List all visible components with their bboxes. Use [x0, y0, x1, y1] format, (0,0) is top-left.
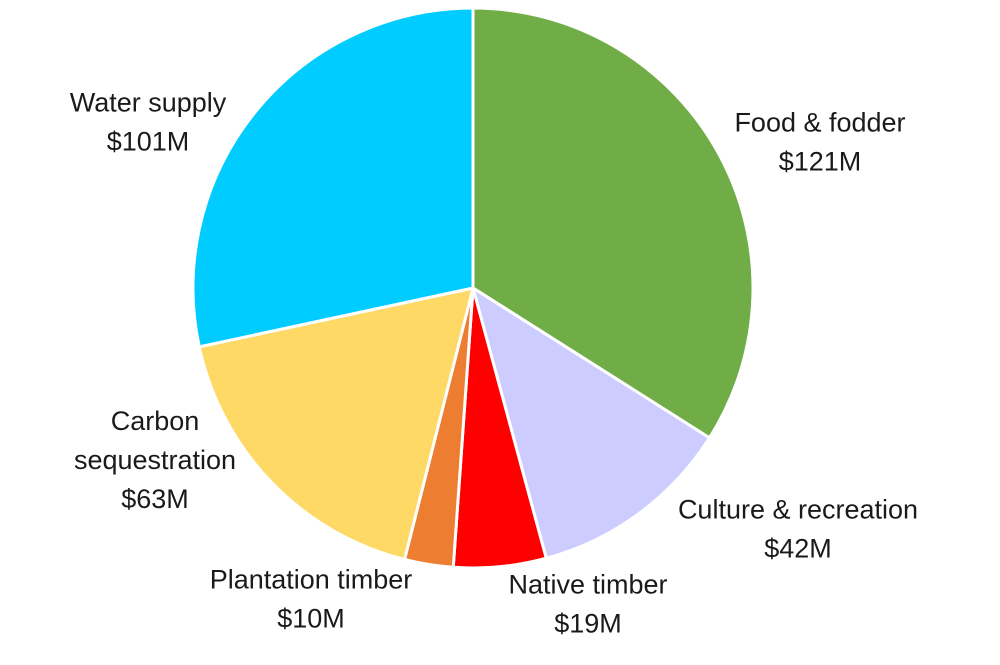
pie-label-line: $19M: [554, 609, 622, 639]
pie-slice-food-and-fodder: [471, 6, 755, 440]
pie-label-line: Carbon: [111, 406, 200, 436]
pie-label-line: Food & fodder: [734, 108, 905, 138]
pie-labels: Food & fodder $121M Culture & recreation $4…: [70, 88, 918, 639]
pie-slice-culture-and-recreation: [471, 286, 712, 560]
pie-label-native-timber: Native timber $19M: [508, 570, 667, 639]
pie-label-culture-and-recreation: Culture & recreation $42M: [678, 495, 918, 564]
pie-label-plantation-timber: Plantation timber $10M: [210, 565, 413, 634]
pie-label-line: $63M: [121, 484, 189, 514]
pie-label-water-supply: Water supply $101M: [70, 88, 227, 157]
pie-label-line: Culture & recreation: [678, 495, 918, 525]
pie-label-line: Plantation timber: [210, 565, 413, 595]
pie-label-carbon-sequestration: Carbon sequestration $63M: [74, 406, 236, 514]
pie-slices: [191, 6, 755, 570]
pie-label-line: $121M: [779, 147, 862, 177]
pie-label-line: Native timber: [508, 570, 667, 600]
pie-slice-water-supply: [191, 6, 475, 349]
pie-label-line: sequestration: [74, 445, 236, 475]
pie-label-line: $101M: [107, 127, 190, 157]
pie-label-line: Water supply: [70, 88, 227, 118]
pie-label-food-and-fodder: Food & fodder $121M: [734, 108, 905, 177]
pie-label-line: $42M: [764, 534, 832, 564]
pie-label-line: $10M: [277, 604, 345, 634]
pie-slice-carbon-sequestration: [197, 286, 475, 561]
